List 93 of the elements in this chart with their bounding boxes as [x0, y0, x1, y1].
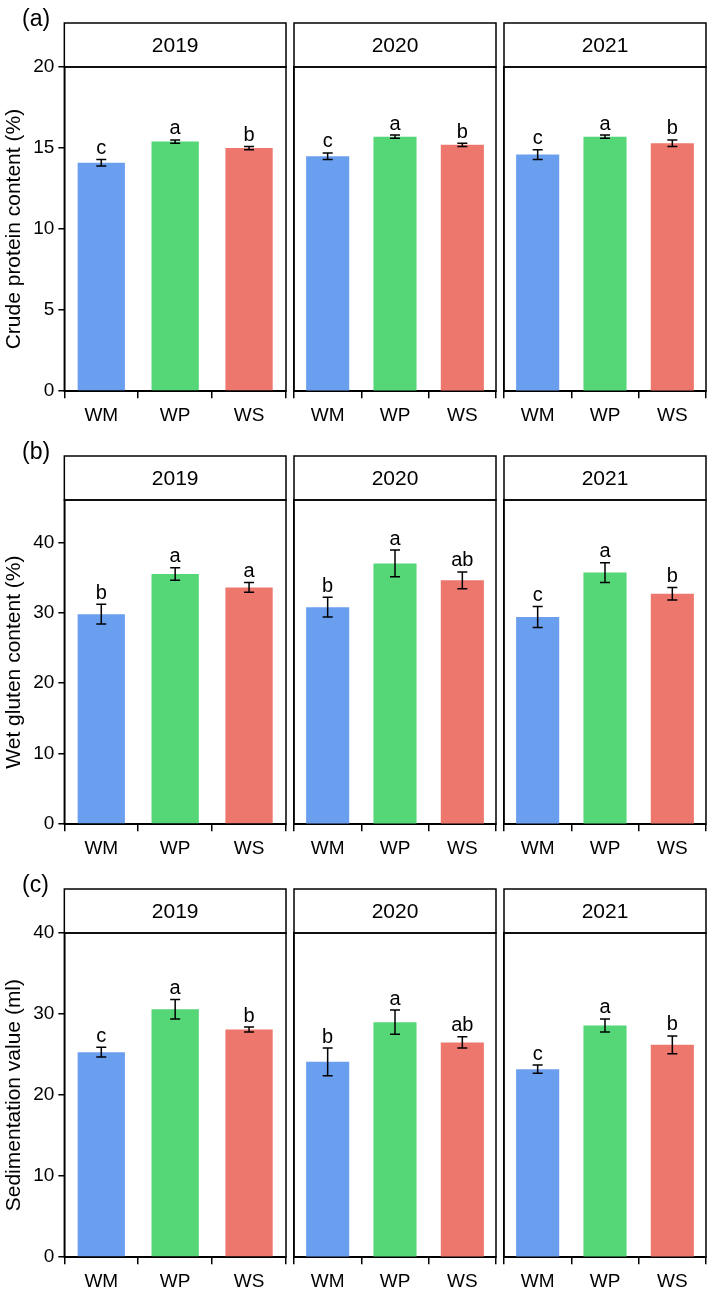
x-tick-label: WP: [159, 836, 191, 858]
annotation: c: [322, 129, 333, 152]
x-tick-label: WS: [657, 1269, 688, 1291]
annotation: b: [243, 122, 255, 145]
annotation: c: [96, 1023, 107, 1046]
y-tick-label: 40: [33, 530, 55, 552]
bar: [77, 1052, 125, 1257]
x-tick-label: WP: [379, 836, 411, 858]
y-tick-label: 10: [33, 217, 55, 239]
x-tick-label: WM: [520, 403, 555, 425]
y-tick-label: 20: [33, 671, 55, 693]
bar: [151, 141, 199, 391]
annotation: ab: [451, 548, 474, 571]
x-tick-label: WP: [159, 1269, 191, 1291]
x-tick-label: WS: [447, 403, 478, 425]
annotation: b: [95, 580, 107, 603]
annotation: a: [389, 986, 402, 1009]
bar: [225, 587, 273, 824]
bar: [77, 614, 125, 824]
chart-title: 2021: [581, 32, 629, 56]
annotation: c: [532, 126, 543, 149]
text: (b): [22, 437, 51, 464]
x-tick-label: WP: [379, 1269, 411, 1291]
annotation: ab: [451, 1013, 474, 1036]
chart-title: 2019: [151, 32, 199, 56]
annotation: a: [599, 111, 612, 134]
y-tick-label: 20: [33, 1083, 55, 1105]
chart-title: 2019: [151, 465, 199, 489]
x-tick-label: WM: [310, 1269, 345, 1291]
y-tick-label: 15: [33, 136, 55, 158]
annotation: c: [532, 1041, 543, 1064]
x-tick-label: WS: [233, 836, 265, 858]
x-tick-label: WP: [379, 403, 411, 425]
annotation: b: [322, 573, 334, 596]
y-axis-title: Crude protein content (%): [1, 108, 25, 350]
annotation: a: [243, 558, 256, 581]
annotation: b: [666, 116, 678, 139]
chart-title: 2021: [581, 465, 629, 489]
y-tick-label: 30: [33, 601, 55, 622]
text: (c): [22, 870, 49, 897]
x-tick-label: WM: [520, 836, 555, 858]
annotation: a: [389, 526, 402, 549]
annotation: a: [599, 995, 612, 1018]
y-tick-label: 0: [43, 812, 55, 834]
x-tick-label: WS: [447, 836, 478, 858]
bar: [77, 162, 125, 391]
bar: [151, 574, 199, 824]
x-tick-label: WS: [233, 403, 265, 425]
text: (a): [22, 4, 51, 31]
x-tick-label: WM: [84, 1269, 119, 1291]
x-tick-label: WS: [657, 836, 688, 858]
annotation: a: [169, 116, 182, 139]
bar: [151, 1009, 199, 1257]
annotation: c: [96, 135, 107, 158]
y-axis-title: Wet gluten content (%): [1, 555, 25, 769]
annotation: a: [389, 111, 402, 134]
annotation: c: [532, 582, 543, 605]
x-tick-label: WM: [310, 836, 345, 858]
y-tick-label: 5: [43, 298, 55, 320]
chart-title: 2020: [371, 898, 419, 922]
x-tick-label: WS: [447, 1269, 478, 1291]
y-tick-label: 10: [33, 741, 55, 763]
chart-title: 2021: [581, 898, 629, 922]
annotation: a: [169, 544, 182, 567]
annotation: b: [243, 1003, 255, 1026]
y-tick-label: 20: [33, 55, 55, 77]
y-tick-label: 0: [43, 379, 55, 401]
y-tick-label: 0: [43, 1245, 55, 1267]
x-tick-label: WM: [84, 403, 119, 425]
bar: [225, 148, 273, 391]
chart-title: 2020: [371, 465, 419, 489]
y-tick-label: 30: [33, 1002, 55, 1024]
annotation: b: [322, 1024, 334, 1047]
annotation: b: [666, 1012, 678, 1035]
x-tick-label: WP: [589, 1269, 621, 1291]
annotation: a: [599, 539, 612, 562]
x-tick-label: WS: [657, 403, 688, 425]
y-axis-title: Sedimentation value (ml): [1, 978, 25, 1212]
bar: [225, 1029, 273, 1257]
x-tick-label: WP: [589, 403, 621, 425]
x-tick-label: WM: [84, 836, 119, 858]
chart-title: 2020: [371, 32, 419, 56]
x-tick-label: WM: [310, 403, 345, 425]
x-tick-label: WP: [159, 403, 191, 425]
x-tick-label: WM: [520, 1269, 555, 1291]
annotation: b: [456, 119, 468, 142]
annotation: b: [666, 563, 678, 586]
x-tick-label: WS: [233, 1269, 265, 1291]
chart-title: 2019: [151, 898, 199, 922]
annotation: a: [169, 975, 182, 998]
y-tick-label: 10: [33, 1164, 55, 1186]
x-tick-label: WP: [589, 836, 621, 858]
y-tick-label: 40: [33, 921, 55, 943]
